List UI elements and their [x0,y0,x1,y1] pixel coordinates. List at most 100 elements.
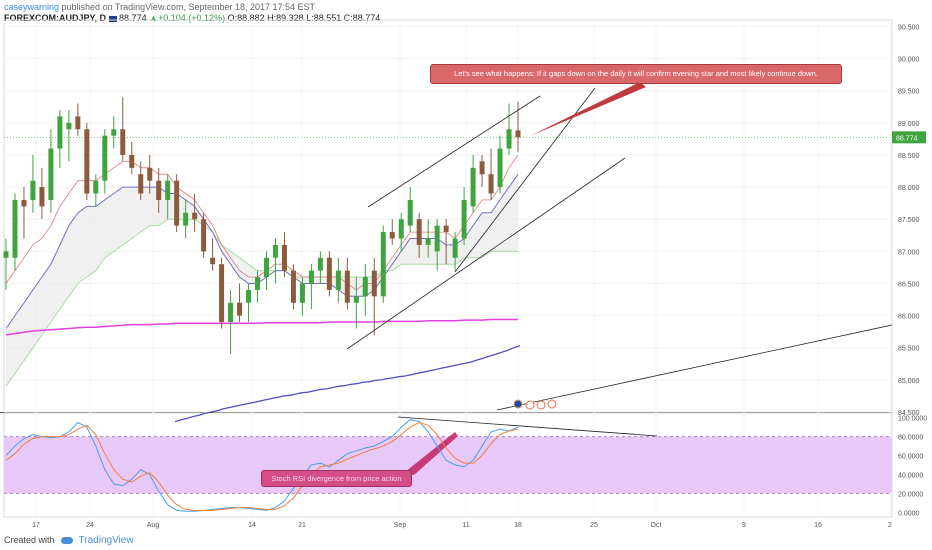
price-tick-label: 86.500 [898,281,920,288]
time-tick-label: 21 [298,522,306,529]
candle-body [120,129,126,155]
candle-body [353,296,359,303]
price-tick-label: 85.000 [898,378,920,385]
tradingview-logo[interactable]: TradingView [78,534,134,546]
candle-body [174,180,180,226]
stoch-k-line [5,419,519,512]
candle-body [102,135,108,181]
last-price-tag [892,131,926,144]
candle-body [425,238,431,245]
candle-body [488,174,494,194]
sma100-line [5,318,518,336]
candle-body [21,199,27,207]
candle-body [84,129,90,194]
time-tick-label: Oct [651,522,662,529]
stoch-tick-label: 0.0000 [898,510,920,517]
candle-body [93,180,99,194]
candle-body [470,167,476,207]
candle-body [39,187,45,207]
candle-body [3,251,9,258]
symbol-line: FOREXCOM:AUDJPY, D 88.774 ▲+0.104 (+0.12… [4,13,380,24]
author-link[interactable]: caseywarning [4,2,60,12]
candle-body [416,219,422,245]
candle-body [434,225,440,252]
news-event-icon[interactable] [513,399,523,409]
candle-body [461,199,467,239]
price-tick-label: 90.000 [898,57,920,64]
candle-body [228,302,234,323]
low-value: L:88.551 [306,13,342,23]
stoch-tick-label: 100.0000 [898,416,927,423]
flag-icon [108,15,117,22]
candle-body [30,180,36,200]
trendline[interactable] [367,95,541,208]
candle-body [389,232,395,239]
candle-body [398,219,404,239]
candle-body [515,130,521,138]
close-value: C:88.774 [343,13,381,23]
stoch-d-line [5,421,519,511]
price-tick-label: 90.500 [898,24,920,31]
candle-body [263,257,269,278]
candle-body [57,116,63,149]
news-event-icon[interactable] [525,400,535,410]
time-tick-label: 14 [248,522,256,529]
open-value: O:88.882 [227,13,265,23]
candle-body [192,212,198,220]
candle-body [497,148,503,188]
stoch-tick-label: 60.0000 [898,454,923,461]
price-tick-label: 89.500 [898,89,920,96]
time-tick-label: 9 [742,522,746,529]
trendline[interactable] [346,157,626,350]
annotation-pointer [530,82,646,136]
up-arrow-icon: ▲ [149,13,159,23]
price-change: +0.104 (+0.12%) [158,13,226,23]
time-tick-label: 18 [514,522,522,529]
stoch-tick-label: 80.0000 [898,435,923,442]
high-value: H:89.328 [267,13,304,23]
candle-body [246,289,252,303]
candle-body [407,199,413,226]
candle-body [219,264,225,323]
time-tick-label: 24 [86,522,94,529]
trendline[interactable] [496,324,893,411]
time-tick-label: 11 [462,522,469,529]
candle-body [272,244,278,258]
price-tick-label: 85.500 [898,346,920,353]
price-tick-label: 88.000 [898,185,920,192]
candle-body [183,212,189,226]
candle-body [75,116,81,130]
candle-body [335,270,341,290]
candle-body [362,277,368,297]
candle-body [290,270,296,303]
price-tick-label: 89.000 [898,121,920,128]
price-tick-label: 86.000 [898,314,920,321]
news-event-icon[interactable] [547,399,557,409]
time-tick-label: Aug [147,522,160,529]
stoch-rsi-divergence-annotation[interactable]: Stoch RSI divergence from price action [261,470,412,487]
candle-body [308,270,314,284]
candle-body [210,257,216,265]
last-price-label: 88.774 [896,135,918,142]
candle-body [156,180,162,200]
stoch-tick-label: 20.0000 [898,491,923,498]
candle-body [165,180,171,200]
candle-body [48,148,54,200]
trendline[interactable] [397,416,658,437]
cloud-logo-icon [60,536,73,544]
candle-body [452,238,458,258]
candle-body [380,232,386,297]
time-tick-label: 16 [814,522,822,529]
candle-body [299,283,305,303]
trendline[interactable] [454,87,596,273]
evening-star-annotation[interactable]: Let's see what happens: If it gaps down … [430,64,842,84]
candle-body [12,199,18,258]
news-event-icon[interactable] [536,400,546,410]
ema-fast-line [5,154,519,291]
price-tick-label: 87.000 [898,249,920,256]
stoch-tick-label: 40.0000 [898,472,923,479]
candle-body [201,219,207,252]
candle-body [111,129,117,136]
candle-body [129,154,135,168]
